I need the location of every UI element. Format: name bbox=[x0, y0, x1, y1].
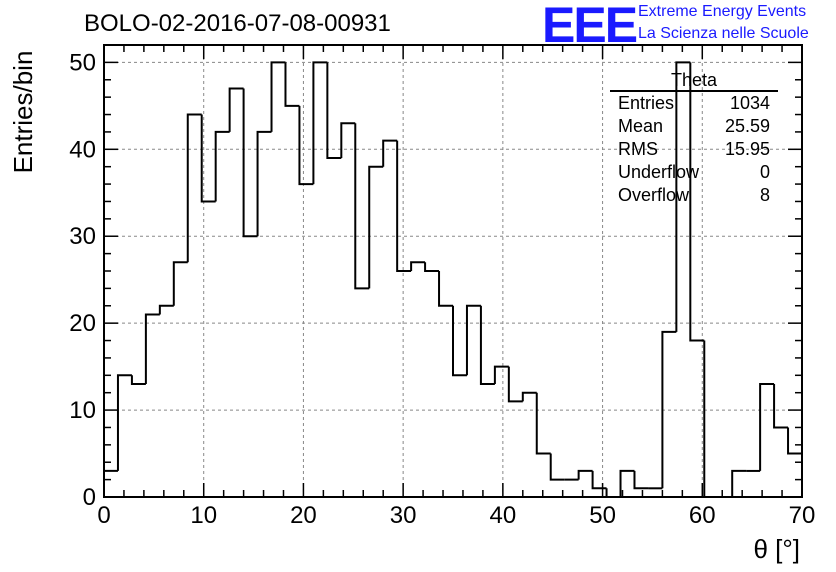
histogram-bin bbox=[242, 88, 258, 238]
histogram-bin bbox=[689, 62, 705, 342]
histogram-bin bbox=[284, 62, 300, 107]
histogram-bin bbox=[298, 105, 314, 186]
histogram-bin bbox=[787, 427, 802, 455]
histogram-bin bbox=[410, 261, 426, 271]
stats-row-overflow: Overflow 8 bbox=[610, 184, 778, 207]
histogram-bin bbox=[396, 140, 412, 272]
histogram-bin bbox=[172, 261, 188, 306]
x-tick-label: 0 bbox=[97, 502, 110, 529]
histogram-bin bbox=[368, 165, 384, 289]
histogram-bin bbox=[144, 313, 160, 384]
histogram-bin bbox=[312, 61, 328, 185]
y-tick-label: 20 bbox=[69, 310, 96, 337]
histogram-bin bbox=[354, 123, 370, 290]
histogram-bin bbox=[186, 113, 202, 263]
histogram-bin bbox=[759, 383, 775, 471]
stats-row-underflow: Underflow 0 bbox=[610, 161, 778, 184]
histogram-bin bbox=[605, 488, 621, 498]
histogram-bin bbox=[619, 469, 635, 497]
stats-label: Overflow bbox=[618, 185, 690, 205]
y-tick-label: 50 bbox=[69, 49, 96, 76]
y-tick-label: 10 bbox=[69, 397, 96, 424]
histogram-bin bbox=[228, 87, 244, 132]
histogram-bin bbox=[633, 470, 649, 490]
y-tick-label: 30 bbox=[69, 223, 96, 250]
x-tick-label: 50 bbox=[589, 502, 616, 529]
histogram-bin bbox=[703, 340, 719, 498]
logo-subtitle-line1: Extreme Energy Events bbox=[638, 3, 807, 20]
histogram-bin bbox=[661, 330, 677, 489]
histogram-bin bbox=[773, 384, 789, 429]
histogram-bin bbox=[452, 305, 467, 377]
histogram-bin bbox=[465, 304, 481, 376]
histogram-bin bbox=[116, 374, 132, 471]
histogram-bin bbox=[256, 130, 272, 237]
stats-box: Theta Entries 1034 Mean 25.59 RMS 15.95 … bbox=[610, 70, 778, 207]
histogram-bin bbox=[549, 453, 565, 481]
histogram-bin bbox=[424, 262, 440, 272]
stats-value: 8 bbox=[759, 185, 770, 205]
stats-label: Underflow bbox=[618, 162, 700, 182]
stats-title: Theta bbox=[610, 70, 778, 92]
x-tick-label: 70 bbox=[789, 502, 816, 529]
stats-value: 25.59 bbox=[724, 116, 770, 136]
histogram-bin bbox=[270, 61, 286, 132]
stats-value: 0 bbox=[759, 162, 770, 182]
x-tick-label: 10 bbox=[190, 502, 217, 529]
eee-logo: EEE bbox=[542, 0, 638, 53]
histogram-bin bbox=[535, 392, 551, 455]
logo-subtitle-line2: La Scienza nelle Scuole bbox=[638, 25, 809, 42]
stats-row-rms: RMS 15.95 bbox=[610, 138, 778, 161]
x-axis-label: θ [°] bbox=[753, 534, 800, 564]
stats-value: 1034 bbox=[729, 93, 770, 113]
histogram-bin bbox=[103, 469, 118, 497]
histogram-bin bbox=[382, 139, 398, 167]
y-tick-label: 0 bbox=[83, 484, 96, 511]
stats-label: Mean bbox=[618, 116, 664, 136]
x-tick-label: 60 bbox=[689, 502, 716, 529]
histogram-bin bbox=[591, 470, 607, 490]
histogram-bin bbox=[326, 62, 342, 159]
histogram-bin bbox=[577, 469, 593, 480]
stats-label: RMS bbox=[618, 139, 658, 159]
histogram-bin bbox=[340, 122, 356, 158]
stats-row-entries: Entries 1034 bbox=[610, 92, 778, 115]
histogram-bin bbox=[158, 304, 174, 315]
histogram-bin bbox=[438, 271, 453, 307]
stats-row-mean: Mean 25.59 bbox=[610, 115, 778, 138]
stats-value: 15.95 bbox=[724, 139, 770, 159]
histogram-bin bbox=[479, 305, 495, 385]
histogram-bin bbox=[731, 469, 747, 497]
x-tick-label: 30 bbox=[390, 502, 417, 529]
x-tick-label: 20 bbox=[290, 502, 317, 529]
histogram-bin bbox=[675, 61, 691, 332]
histogram-bin bbox=[200, 114, 216, 203]
histogram-bin bbox=[493, 365, 509, 384]
run-title: BOLO-02-2016-07-08-00931 bbox=[84, 10, 391, 37]
histogram-bin bbox=[130, 375, 146, 385]
histogram-bin bbox=[521, 391, 537, 402]
y-tick-label: 40 bbox=[69, 136, 96, 163]
histogram-bin bbox=[214, 130, 230, 202]
y-axis-label: Entries/bin bbox=[8, 50, 38, 174]
stats-label: Entries bbox=[618, 93, 675, 113]
histogram-bin bbox=[507, 366, 523, 403]
x-tick-label: 40 bbox=[490, 502, 517, 529]
